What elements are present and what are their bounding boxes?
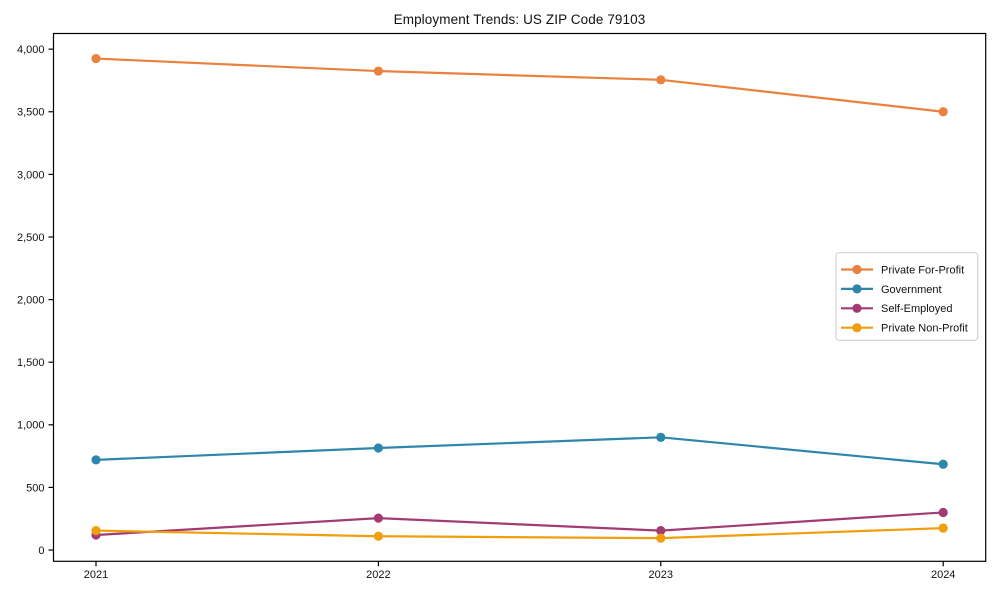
x-tick-label: 2024 xyxy=(931,569,955,581)
data-point-government xyxy=(938,459,948,469)
data-point-self-employed xyxy=(373,513,383,523)
y-tick-label: 3,000 xyxy=(17,169,45,181)
x-tick-label: 2023 xyxy=(649,569,673,581)
legend-label-private-non-profit: Private Non-Profit xyxy=(881,323,968,335)
series-line-private-for-profit xyxy=(95,57,944,113)
y-tick-label: 2,500 xyxy=(17,232,45,244)
series-line-private-non-profit xyxy=(95,527,944,540)
data-point-private-for-profit xyxy=(91,53,101,64)
data-point-private-non-profit xyxy=(373,531,383,541)
series-line-self-employed xyxy=(95,511,944,537)
y-tick-label: 1,000 xyxy=(17,420,45,432)
legend-marker-private-for-profit xyxy=(852,264,862,275)
y-tick-label: 1,500 xyxy=(17,357,45,369)
y-tick-label: 2,000 xyxy=(17,294,45,306)
data-point-private-for-profit xyxy=(373,66,383,76)
data-point-private-non-profit xyxy=(938,523,948,533)
data-point-private-non-profit xyxy=(91,526,101,536)
plot-border xyxy=(52,32,987,562)
y-tick-label: 3,500 xyxy=(17,107,45,119)
data-point-private-for-profit xyxy=(656,75,666,85)
data-point-government xyxy=(373,443,383,453)
data-point-government xyxy=(656,432,666,442)
x-tick-label: 2021 xyxy=(84,569,108,581)
legend-marker-government xyxy=(852,284,862,294)
data-point-self-employed xyxy=(656,526,666,536)
y-tick-label: 0 xyxy=(38,545,44,557)
legend-marker-private-non-profit xyxy=(852,323,862,333)
legend-label-government: Government xyxy=(881,284,942,296)
legend-label-self-employed: Self-Employed xyxy=(881,303,953,315)
chart-title: Employment Trends: US ZIP Code 79103 xyxy=(393,12,646,27)
legend-marker-self-employed xyxy=(852,303,862,313)
legend-box xyxy=(835,252,979,341)
data-point-private-for-profit xyxy=(938,107,948,117)
data-point-government xyxy=(91,455,101,465)
x-tick-label: 2022 xyxy=(366,569,390,581)
y-tick-label: 4,000 xyxy=(17,44,45,56)
data-point-self-employed xyxy=(938,507,948,518)
series-line-government xyxy=(95,436,944,466)
data-point-private-non-profit xyxy=(656,533,666,543)
legend-label-private-for-profit: Private For-Profit xyxy=(881,264,964,276)
y-tick-label: 500 xyxy=(26,482,44,494)
